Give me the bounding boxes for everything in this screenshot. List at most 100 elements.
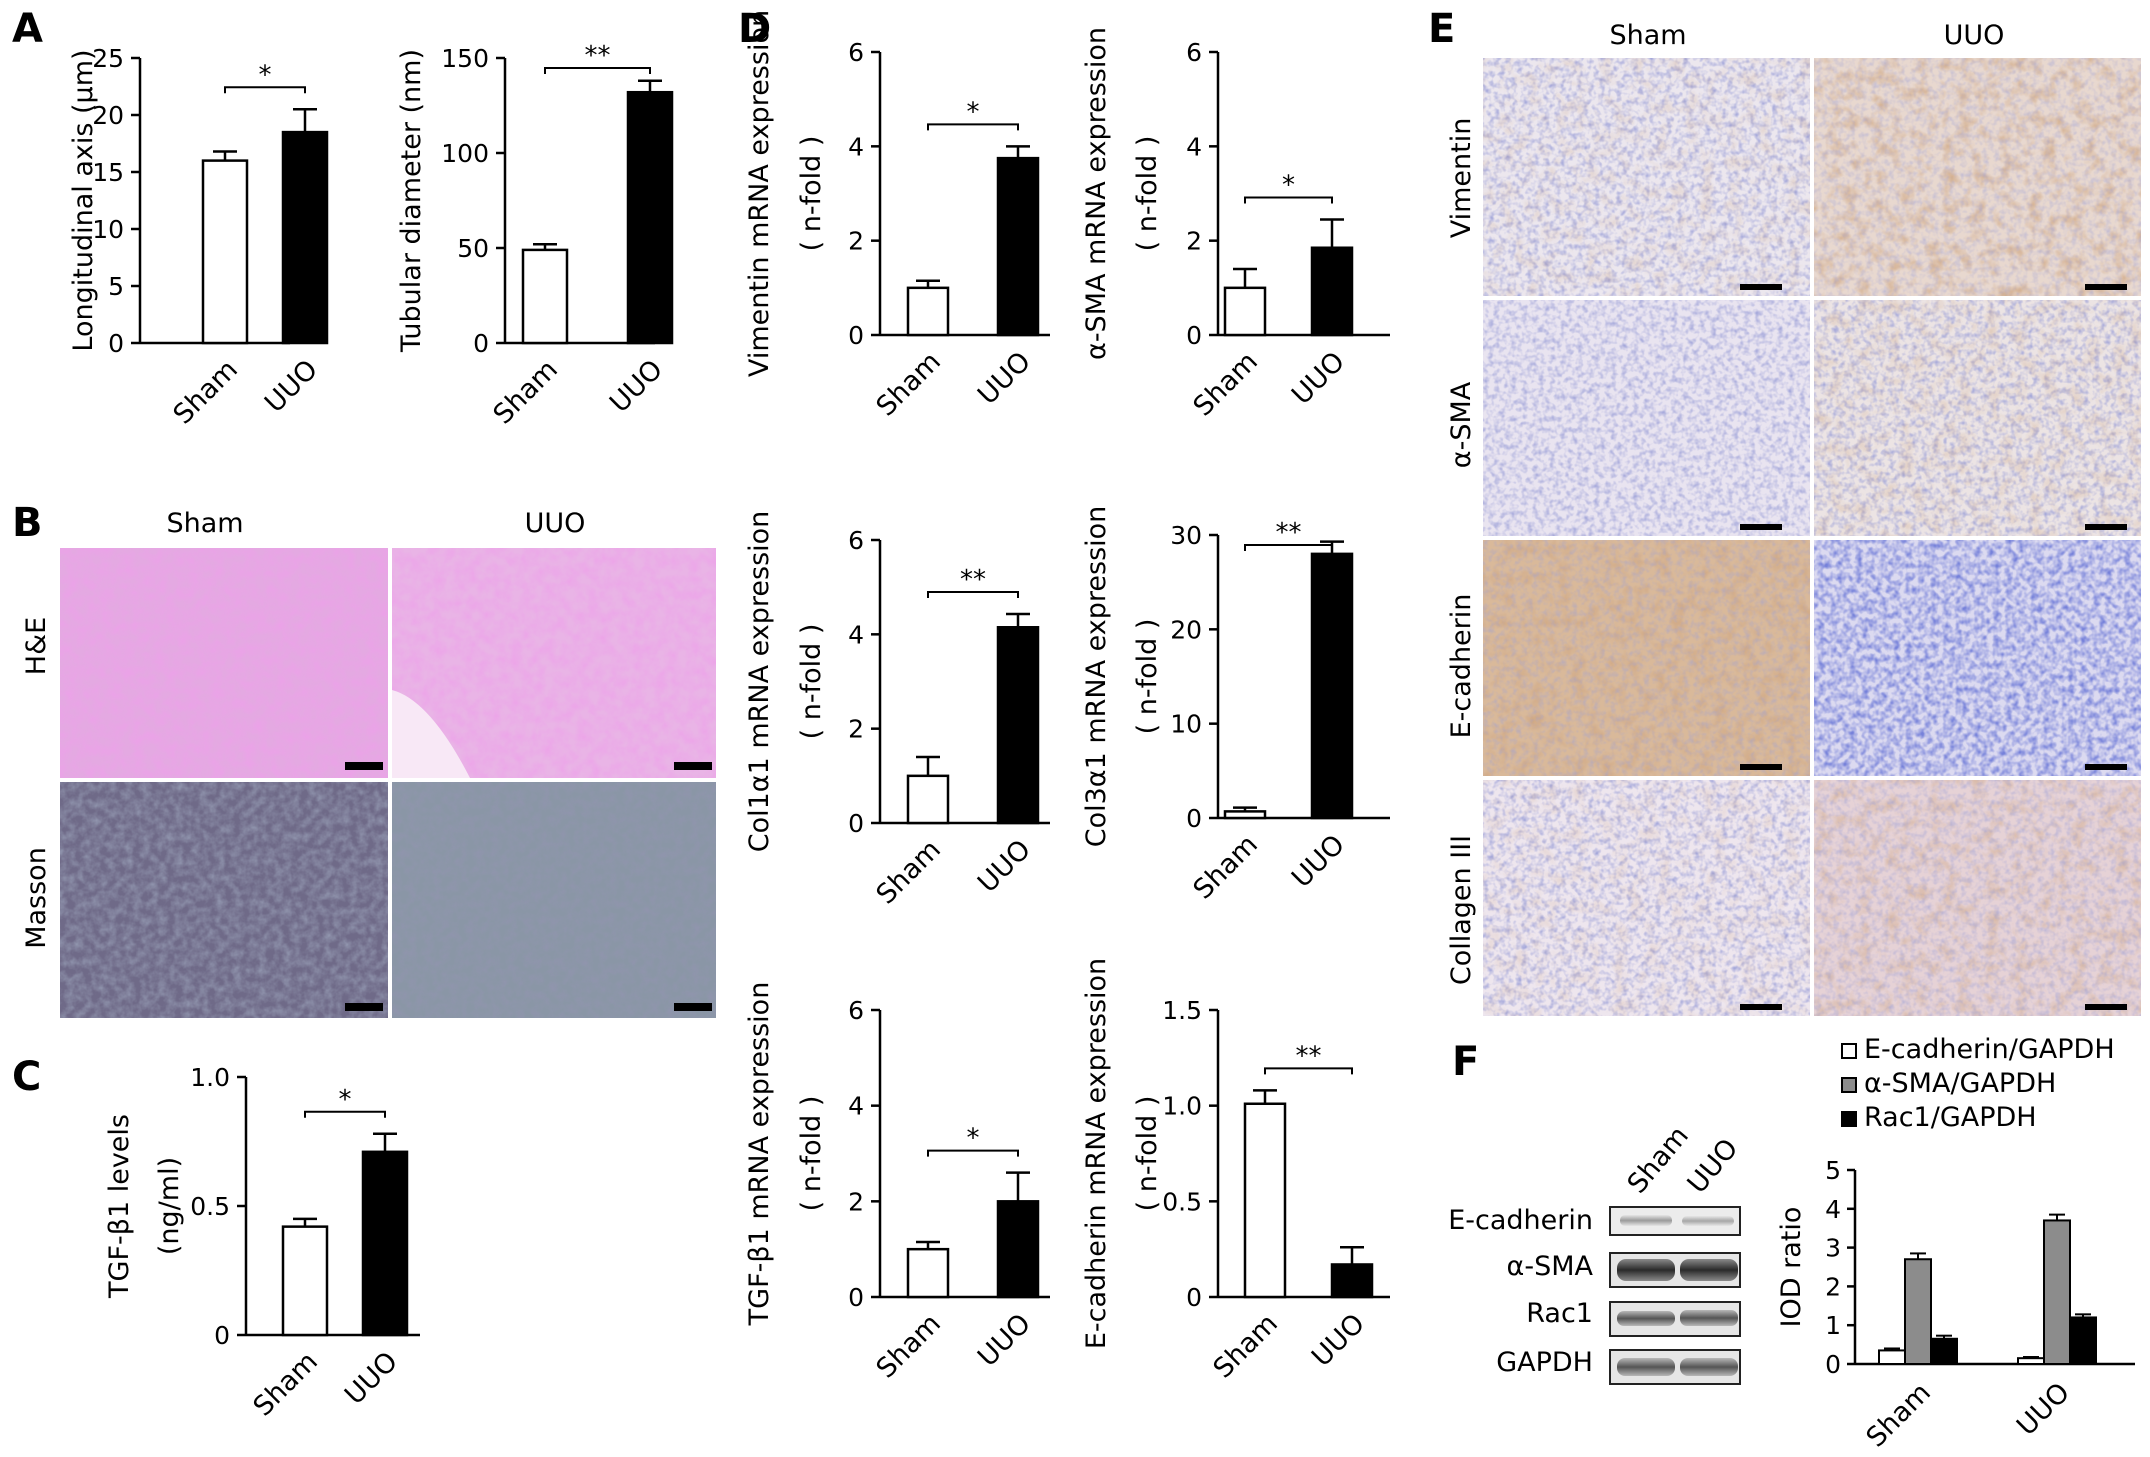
y-tick-label: 10 bbox=[1170, 710, 1202, 739]
blot-strip-rac1 bbox=[1609, 1301, 1741, 1337]
chart-d2: 0 2 4 6 Sham UUO * α-SMA mRNA expression ( n-fol… bbox=[1081, 27, 1390, 422]
significance-marker: * bbox=[339, 1085, 352, 1115]
bar-sham bbox=[1223, 286, 1267, 337]
chart-d6: 0 0.5 1.0 1.5 Sham UUO ** E-cadherin mRNA expre… bbox=[1081, 958, 1390, 1384]
significance-bracket bbox=[927, 123, 1019, 131]
y-tick-label: 50 bbox=[457, 234, 489, 263]
significance-bracket bbox=[1264, 1067, 1353, 1075]
x-tick-label: UUO bbox=[1286, 829, 1351, 894]
panel-letter-b: B bbox=[12, 500, 43, 546]
chart-d4: 0 10 20 30 Sham UUO ** Col3α1 mRNA expression ( … bbox=[1081, 506, 1390, 905]
micrograph-he-sham bbox=[60, 548, 388, 778]
y-tick-label: 0 bbox=[1825, 1350, 1841, 1379]
y-axis-label: TGF-β1 levels bbox=[104, 1114, 135, 1299]
panel-e-col-uuo: UUO bbox=[1944, 20, 2005, 51]
micrograph-masson-sham bbox=[60, 782, 388, 1018]
bar-sham bbox=[201, 159, 249, 345]
panel-b-col-uuo: UUO bbox=[525, 508, 586, 539]
panel-letter-c: C bbox=[12, 1054, 41, 1100]
chart-a1: 0 5 10 15 20 25 Sham UUO * Longitudinal axis (μm) bbox=[68, 44, 329, 430]
y-tick-label: 1.5 bbox=[1162, 996, 1202, 1025]
y-axis-label: Tubular diameter (nm) bbox=[396, 49, 427, 353]
y-tick-label: 2 bbox=[848, 227, 864, 256]
bar-sham bbox=[281, 1225, 329, 1337]
x-tick-label: UUO bbox=[1306, 1308, 1371, 1373]
chart-a2: 0 50 100 150 Sham UUO ** Tubular diameter (nm) bbox=[396, 41, 674, 430]
panel-letter-d: D bbox=[738, 6, 771, 52]
y-axis-label-2: ( n-fold ) bbox=[796, 136, 827, 252]
y-axis-label-2: ( n-fold ) bbox=[1132, 1096, 1163, 1212]
significance-marker: * bbox=[967, 1124, 980, 1154]
x-tick-label: Sham bbox=[871, 834, 947, 910]
legend-swatch bbox=[1841, 1111, 1857, 1127]
significance-bracket bbox=[224, 86, 306, 94]
micrograph-collagen-uuo bbox=[1814, 780, 2141, 1016]
bar-uuo bbox=[361, 1150, 409, 1337]
x-tick-label: Sham bbox=[1188, 829, 1264, 905]
y-tick-label: 0 bbox=[848, 321, 864, 350]
legend-swatch bbox=[1841, 1043, 1857, 1059]
bar-sham-series-2 bbox=[1930, 1337, 1958, 1366]
x-tick-label: UUO bbox=[972, 834, 1037, 899]
y-tick-label: 20 bbox=[1170, 615, 1202, 644]
blot-strip-asma bbox=[1609, 1252, 1741, 1288]
y-tick-label: 1.0 bbox=[1162, 1092, 1202, 1121]
bar-sham bbox=[906, 286, 950, 337]
legend-swatch bbox=[1841, 1077, 1857, 1093]
significance-marker: * bbox=[967, 97, 980, 127]
legend-label: α-SMA/GAPDH bbox=[1864, 1068, 2056, 1099]
micrograph-ecadherin-sham bbox=[1483, 540, 1810, 776]
panel-letter-f: F bbox=[1452, 1039, 1479, 1085]
y-tick-label: 0.5 bbox=[1162, 1187, 1202, 1216]
significance-bracket bbox=[1244, 544, 1333, 551]
panel-b-row-masson: Masson bbox=[21, 847, 52, 949]
x-tick-label: Sham bbox=[871, 1308, 947, 1384]
chart-d3: 0 2 4 6 Sham UUO ** Col1α1 mRNA expression ( n-f… bbox=[744, 511, 1050, 910]
bar-uuo-series-1 bbox=[2043, 1219, 2071, 1365]
y-axis-label: Col1α1 mRNA expression bbox=[744, 511, 775, 853]
bar-uuo-series-2 bbox=[2069, 1316, 2097, 1365]
y-tick-label: 1 bbox=[1825, 1311, 1841, 1340]
significance-marker: * bbox=[1282, 170, 1295, 200]
micrograph-vimentin-sham bbox=[1483, 58, 1810, 296]
y-tick-label: 0.5 bbox=[190, 1192, 230, 1221]
x-tick-label: UUO bbox=[972, 346, 1037, 411]
panel-e-row-ecadherin: E-cadherin bbox=[1446, 594, 1477, 739]
western-blot: Sham UUO E-cadherin α-SMA Rac1 GAPDH bbox=[1448, 1121, 1744, 1385]
y-axis-label-2: ( n-fold ) bbox=[796, 1096, 827, 1212]
y-tick-label: 6 bbox=[848, 526, 864, 555]
y-axis-label-2: ( n-fold ) bbox=[796, 624, 827, 740]
bar-uuo bbox=[996, 156, 1040, 337]
bar-uuo bbox=[1310, 552, 1354, 820]
bar-sham bbox=[906, 774, 950, 825]
y-tick-label: 15 bbox=[92, 158, 124, 187]
y-tick-label: 25 bbox=[92, 44, 124, 73]
panel-b-col-sham: Sham bbox=[166, 508, 243, 539]
x-tick-label: Sham bbox=[1188, 346, 1264, 422]
x-tick-label: UUO bbox=[2011, 1377, 2076, 1442]
y-tick-label: 2 bbox=[848, 1187, 864, 1216]
x-tick-label: UUO bbox=[259, 354, 324, 419]
x-tick-label: UUO bbox=[339, 1346, 404, 1411]
y-tick-label: 4 bbox=[848, 620, 864, 649]
micrograph-asma-uuo bbox=[1814, 300, 2141, 536]
bar-uuo bbox=[281, 130, 329, 345]
x-tick-label: Sham bbox=[168, 354, 244, 430]
chart-f: 0 1 2 3 4 5 Sham UUO IOD ratio E-cadherin/GAPDHα-… bbox=[1776, 1034, 2135, 1453]
bar-sham-series-0 bbox=[1878, 1349, 1906, 1366]
y-tick-label: 20 bbox=[92, 101, 124, 130]
bar-sham bbox=[906, 1247, 950, 1299]
y-tick-label: 0 bbox=[848, 809, 864, 838]
blot-strip-ecadherin bbox=[1609, 1206, 1741, 1236]
y-tick-label: 0 bbox=[1186, 321, 1202, 350]
legend-label: Rac1/GAPDH bbox=[1864, 1102, 2037, 1133]
blot-strip-gapdh bbox=[1609, 1349, 1741, 1385]
y-tick-label: 0 bbox=[848, 1283, 864, 1312]
y-tick-label: 30 bbox=[1170, 521, 1202, 550]
y-axis-label: Vimentin mRNA expression bbox=[744, 10, 775, 377]
x-tick-label: UUO bbox=[1286, 346, 1351, 411]
x-tick-label: Sham bbox=[248, 1346, 324, 1422]
significance-marker: ** bbox=[1296, 1041, 1322, 1071]
y-tick-label: 1.0 bbox=[190, 1063, 230, 1092]
y-axis-label: Col3α1 mRNA expression bbox=[1081, 506, 1112, 848]
